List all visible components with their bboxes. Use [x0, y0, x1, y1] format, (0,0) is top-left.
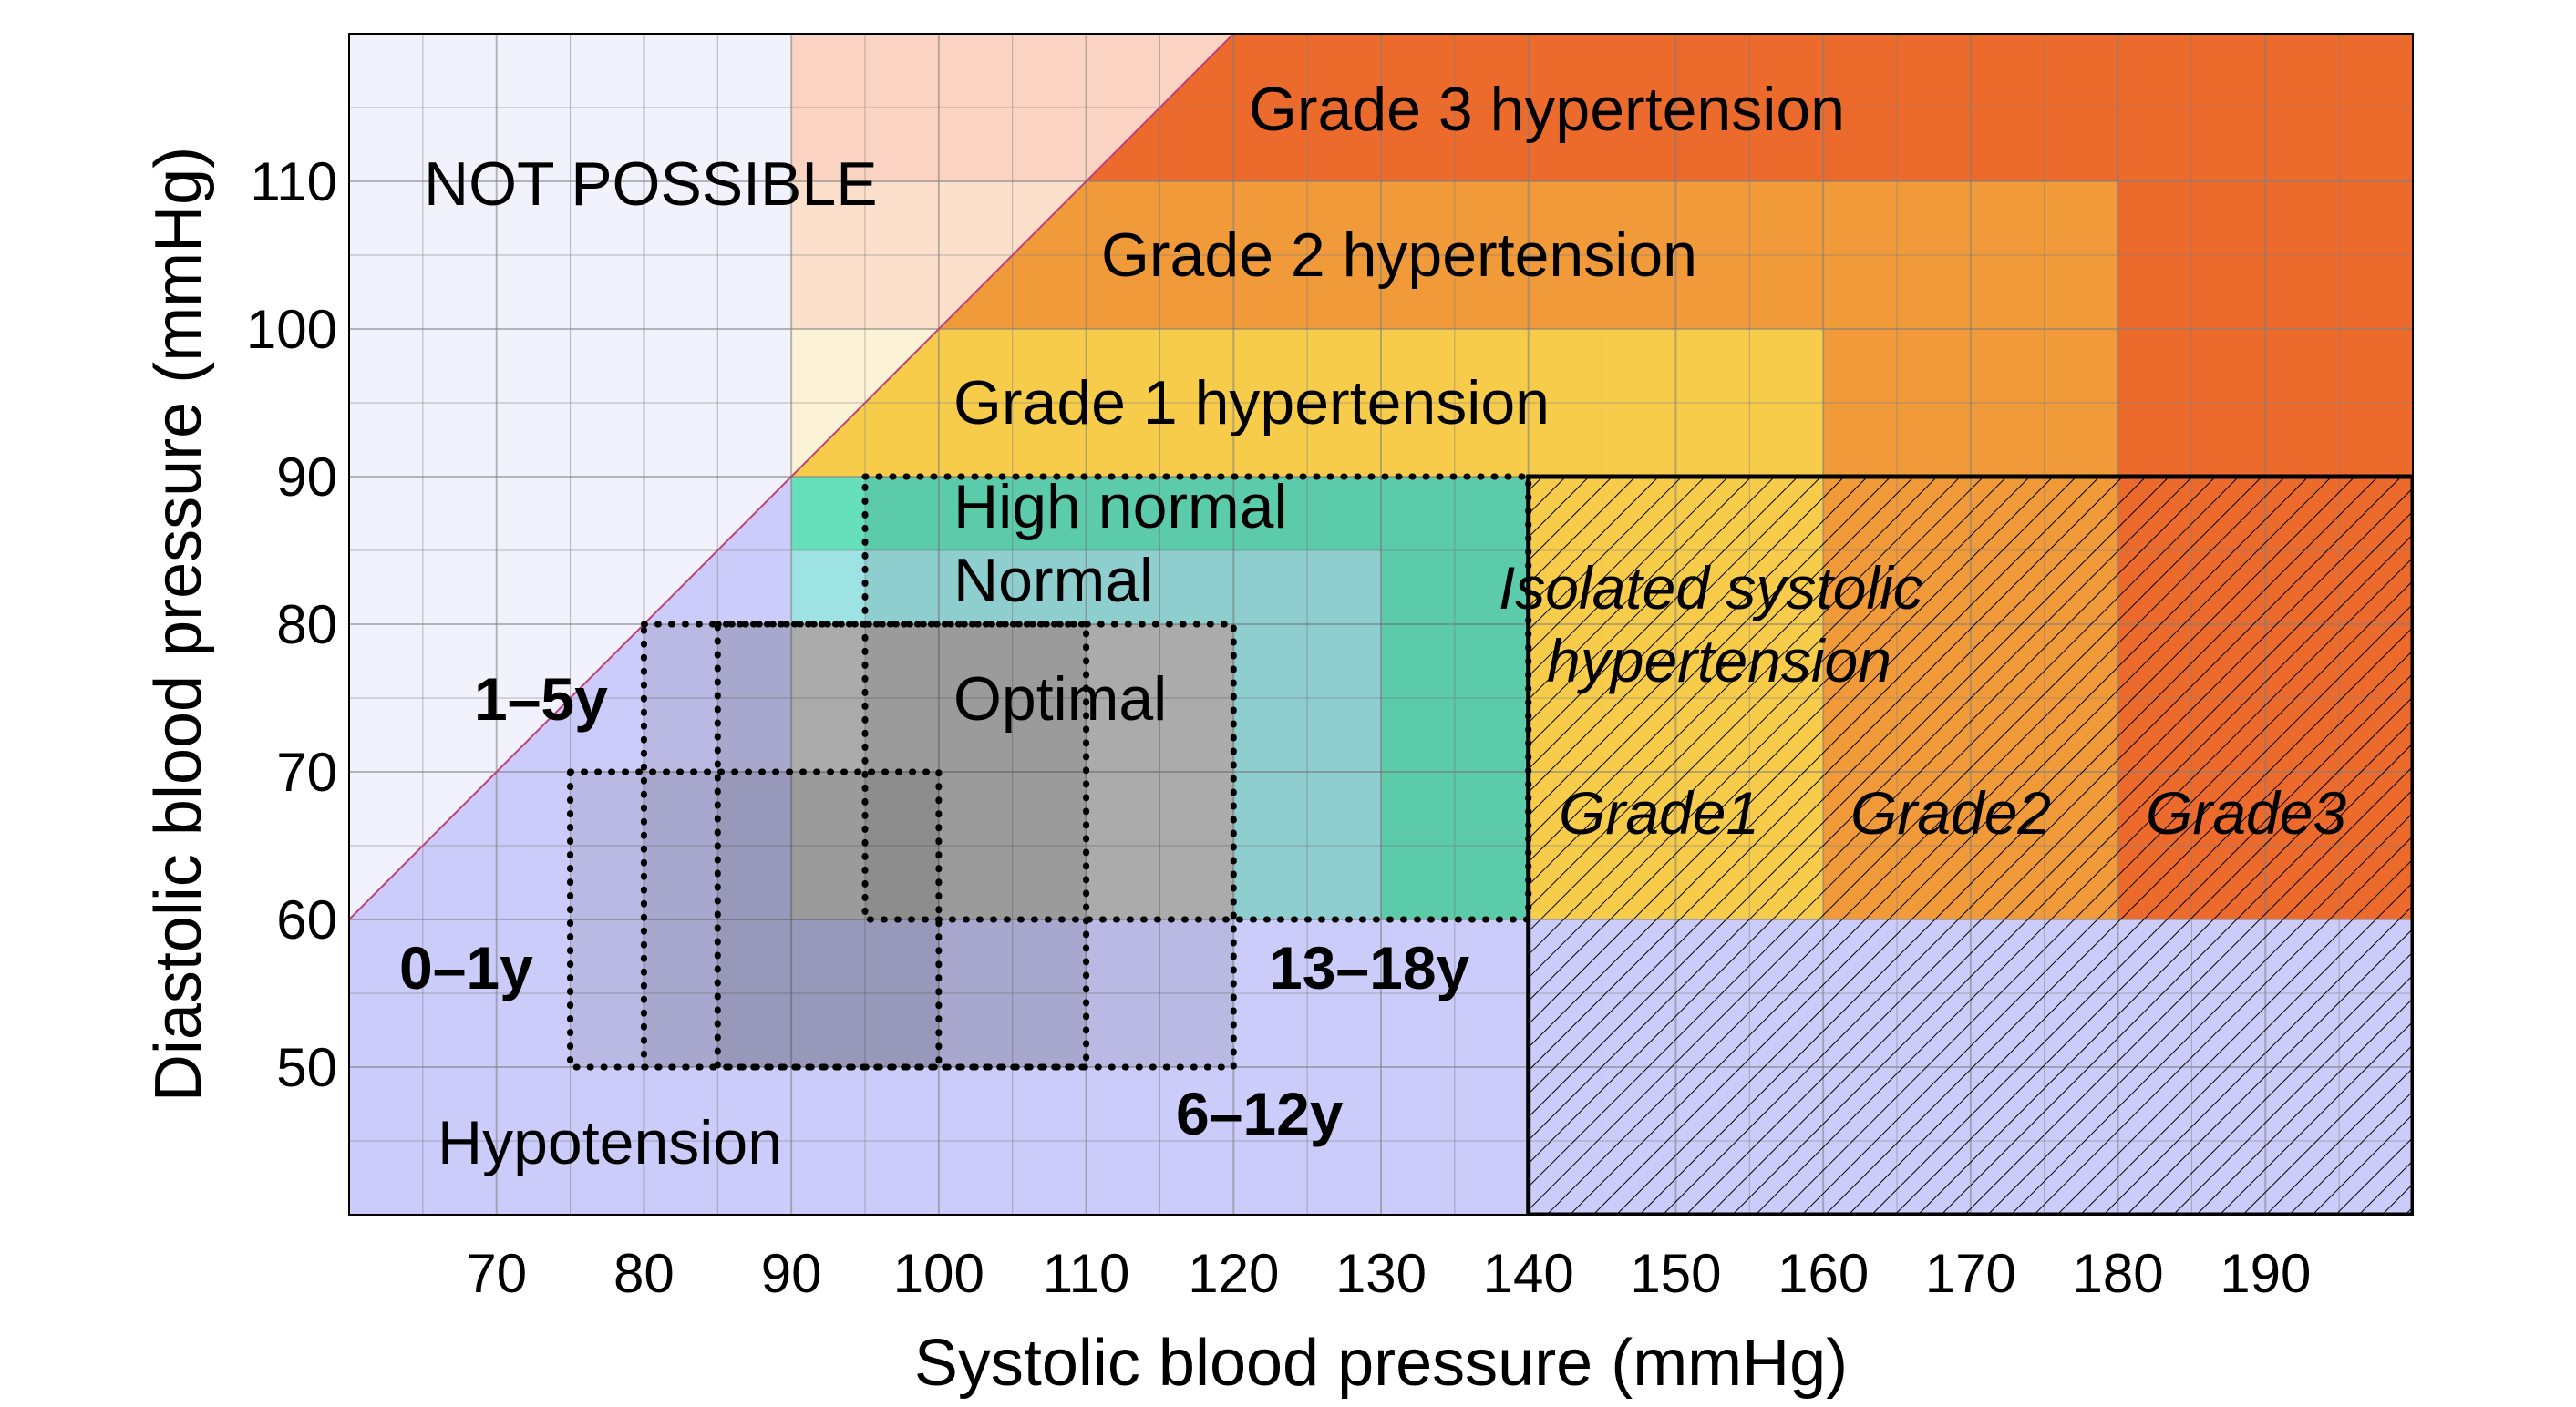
x-tick-label: 100: [893, 1243, 984, 1304]
label-grade3: Grade 3 hypertension: [1249, 75, 1845, 144]
label-isolated-grade2: Grade2: [1850, 779, 2051, 847]
label-grade1: Grade 1 hypertension: [953, 368, 1550, 437]
x-tick-label: 120: [1188, 1243, 1279, 1304]
x-tick-label: 110: [1043, 1243, 1130, 1304]
x-tick-label: 90: [761, 1243, 822, 1304]
x-tick-label: 130: [1335, 1243, 1427, 1304]
y-axis-label: Diastolic blood pressure (mmHg): [142, 147, 215, 1102]
age-box-border: [714, 621, 1237, 1071]
label-isolated-grade1: Grade1: [1559, 779, 1759, 847]
label-not-possible: NOT POSSIBLE: [424, 149, 878, 219]
x-tick-label: 140: [1483, 1243, 1574, 1304]
y-tick-label: 60: [276, 889, 337, 950]
age-box-fill: [717, 624, 1234, 1067]
x-axis-label: Systolic blood pressure (mmHg): [914, 1327, 1848, 1400]
x-tick-label: 160: [1777, 1243, 1869, 1304]
label-age-13-18y: 13–18y: [1269, 934, 1470, 1001]
label-grade2: Grade 2 hypertension: [1101, 221, 1697, 290]
y-tick-label: 70: [276, 742, 337, 803]
x-tick-label: 80: [613, 1243, 675, 1304]
age-box-fill: [570, 772, 939, 1067]
x-tick-label: 170: [1925, 1243, 2016, 1304]
label-isolated-grade3: Grade3: [2146, 779, 2346, 847]
x-tick-label: 190: [2220, 1243, 2311, 1304]
x-tick-label: 150: [1630, 1243, 1721, 1304]
x-tick-label: 70: [466, 1243, 527, 1304]
axes: 70 80 90 100 110 120 130 140 150 160 170 180 190 50 60…: [246, 33, 2414, 1304]
label-age-0-1y: 0–1y: [399, 934, 533, 1001]
y-tick-label: 110: [250, 151, 337, 212]
isolated-hatch: [1528, 477, 2413, 1215]
age-box-border: [861, 473, 1532, 923]
label-hypotension: Hypotension: [438, 1108, 782, 1177]
label-isolated-systolic: Isolated systolic hypertension: [1499, 554, 1940, 694]
y-tick-label: 50: [276, 1037, 337, 1098]
label-normal: Normal: [953, 546, 1153, 615]
diagonal-boundary: [349, 34, 1234, 920]
y-tick-label: 80: [276, 594, 337, 655]
age-box-fill: [865, 477, 1529, 919]
overlays: [567, 473, 2413, 1215]
label-optimal: Optimal: [953, 664, 1167, 734]
region-labels: NOT POSSIBLE Grade 3 hypertension Grade …: [399, 75, 2346, 1177]
x-tick-label: 180: [2073, 1243, 2164, 1304]
plot-frame: [348, 33, 2414, 1216]
label-age-1-5y: 1–5y: [474, 665, 608, 733]
label-high-normal: High normal: [953, 472, 1288, 541]
y-tick-label: 90: [276, 447, 337, 508]
y-tick-label: 100: [246, 299, 337, 360]
label-age-6-12y: 6–12y: [1176, 1080, 1344, 1147]
